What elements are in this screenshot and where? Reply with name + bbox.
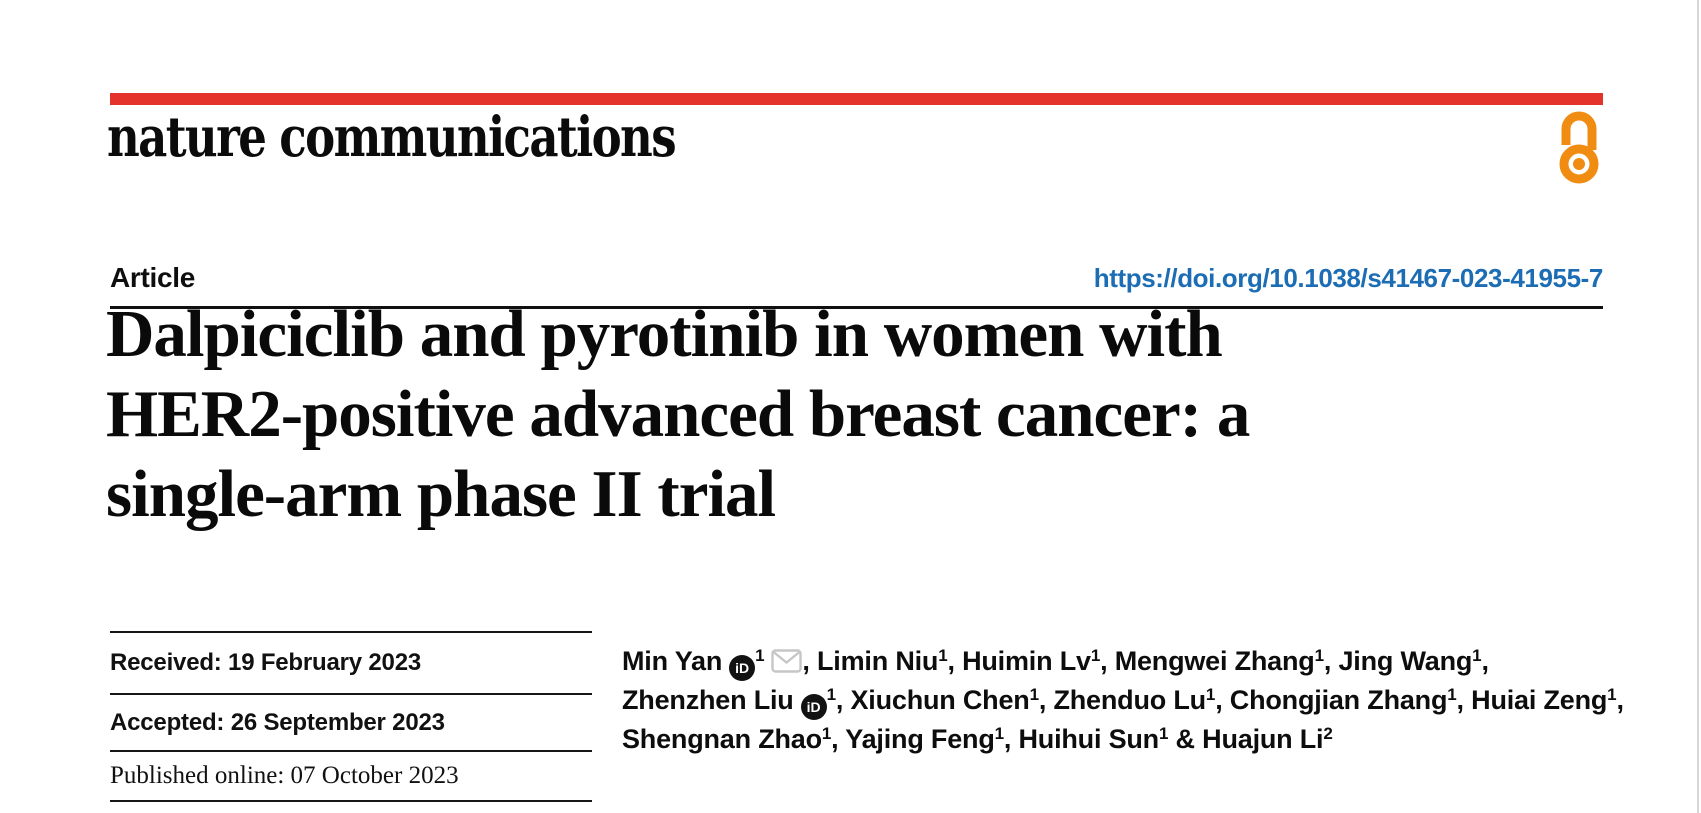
author-name: Huimin Lv (962, 646, 1091, 676)
author-name: Shengnan Zhao (622, 724, 822, 754)
accepted-row: Accepted: 26 September 2023 (110, 693, 592, 750)
title-line: Dalpiciclib and pyrotinib in women with (106, 297, 1223, 371)
affiliation-superscript: 1 (1314, 646, 1324, 665)
author-name: Min Yan (622, 646, 723, 676)
author-name: Chongjian Zhang (1229, 685, 1448, 715)
published-text: Published online: 07 October 2023 (110, 762, 459, 789)
author-separator: , (1100, 646, 1115, 676)
affiliation-superscript: 2 (1323, 724, 1333, 743)
author-name: Huihui Sun (1018, 724, 1160, 754)
author-name: Mengwei Zhang (1114, 646, 1315, 676)
author-name: Xiuchun Chen (850, 685, 1030, 715)
affiliation-superscript: 1 (1607, 685, 1617, 704)
affiliation-superscript: 1 (1447, 685, 1457, 704)
affiliation-superscript: 1 (826, 685, 836, 704)
author-line: Min Yan iD1, Limin Niu1, Huimin Lv1, Meng… (622, 642, 1542, 681)
affiliation-superscript: 1 (994, 724, 1004, 743)
author-separator: & (1168, 724, 1203, 754)
accepted-text: Accepted: 26 September 2023 (110, 708, 445, 736)
author-separator: , (1481, 646, 1489, 676)
article-kicker: Article (110, 262, 196, 293)
author-separator: , (1215, 685, 1230, 715)
brand-bar (110, 93, 1603, 105)
affiliation-superscript: 1 (1205, 685, 1216, 704)
author-name: Zhenzhen Liu (622, 685, 794, 715)
title-rule (110, 306, 1603, 309)
author-name: Zhenduo Lu (1053, 685, 1206, 715)
orcid-badge-label: iD (735, 660, 750, 676)
author-name: Yajing Feng (845, 724, 995, 754)
title-line: single-arm phase II trial (106, 457, 776, 531)
affiliation-superscript: 1 (1090, 646, 1101, 665)
affiliation-superscript: 1 (1158, 724, 1169, 743)
author-separator: , (831, 724, 846, 754)
author-separator: , (1323, 646, 1339, 676)
affiliation-superscript: 1 (938, 646, 948, 665)
author-name: Limin Niu (817, 646, 939, 676)
affiliation-superscript: 1 (821, 724, 832, 743)
author-separator: , (1038, 685, 1054, 715)
doi-link[interactable]: https://doi.org/10.1038/s41467-023-41955… (1093, 263, 1604, 293)
email-icon[interactable] (771, 649, 803, 673)
open-access-icon (1556, 108, 1602, 189)
author-separator: , (1456, 685, 1472, 715)
orcid-icon[interactable]: iD (729, 655, 756, 681)
author-separator: , (1003, 724, 1019, 754)
author-separator: , (1616, 685, 1624, 715)
author-separator: , (835, 685, 851, 715)
journal-wordmark: nature communications (107, 104, 677, 169)
author-separator: , (802, 646, 818, 676)
author-name: Huajun Li (1202, 724, 1324, 754)
affiliation-superscript: 1 (1472, 646, 1482, 665)
author-name: Jing Wang (1338, 646, 1473, 676)
author-name: Huiai Zeng (1471, 685, 1608, 715)
article-history: Received: 19 February 2023 Accepted: 26 … (110, 631, 592, 802)
orcid-badge-label: iD (806, 699, 821, 715)
history-bottom-rule (110, 800, 592, 802)
published-row: Published online: 07 October 2023 (110, 750, 592, 800)
kicker-row: Article https://doi.org/10.1038/s41467-0… (110, 260, 1603, 294)
author-separator: , (947, 646, 963, 676)
author-line: Zhenzhen Liu iD1, Xiuchun Chen1, Zhenduo … (622, 681, 1624, 720)
affiliation-superscript: 1 (1029, 685, 1039, 704)
title-line: HER2-positive advanced breast cancer: a (106, 377, 1250, 451)
received-text: Received: 19 February 2023 (110, 649, 421, 676)
author-line: Shengnan Zhao1, Yajing Feng1, Huihui Sun… (622, 720, 1542, 758)
affiliation-superscript: 1 (755, 646, 765, 665)
orcid-icon[interactable]: iD (800, 694, 827, 720)
page-edge-line (1697, 0, 1699, 813)
received-row: Received: 19 February 2023 (110, 631, 592, 693)
author-block: Min Yan iD1, Limin Niu1, Huimin Lv1, Meng… (622, 642, 1624, 758)
article-title: Dalpiciclib and pyrotinib in women with … (106, 294, 1606, 534)
